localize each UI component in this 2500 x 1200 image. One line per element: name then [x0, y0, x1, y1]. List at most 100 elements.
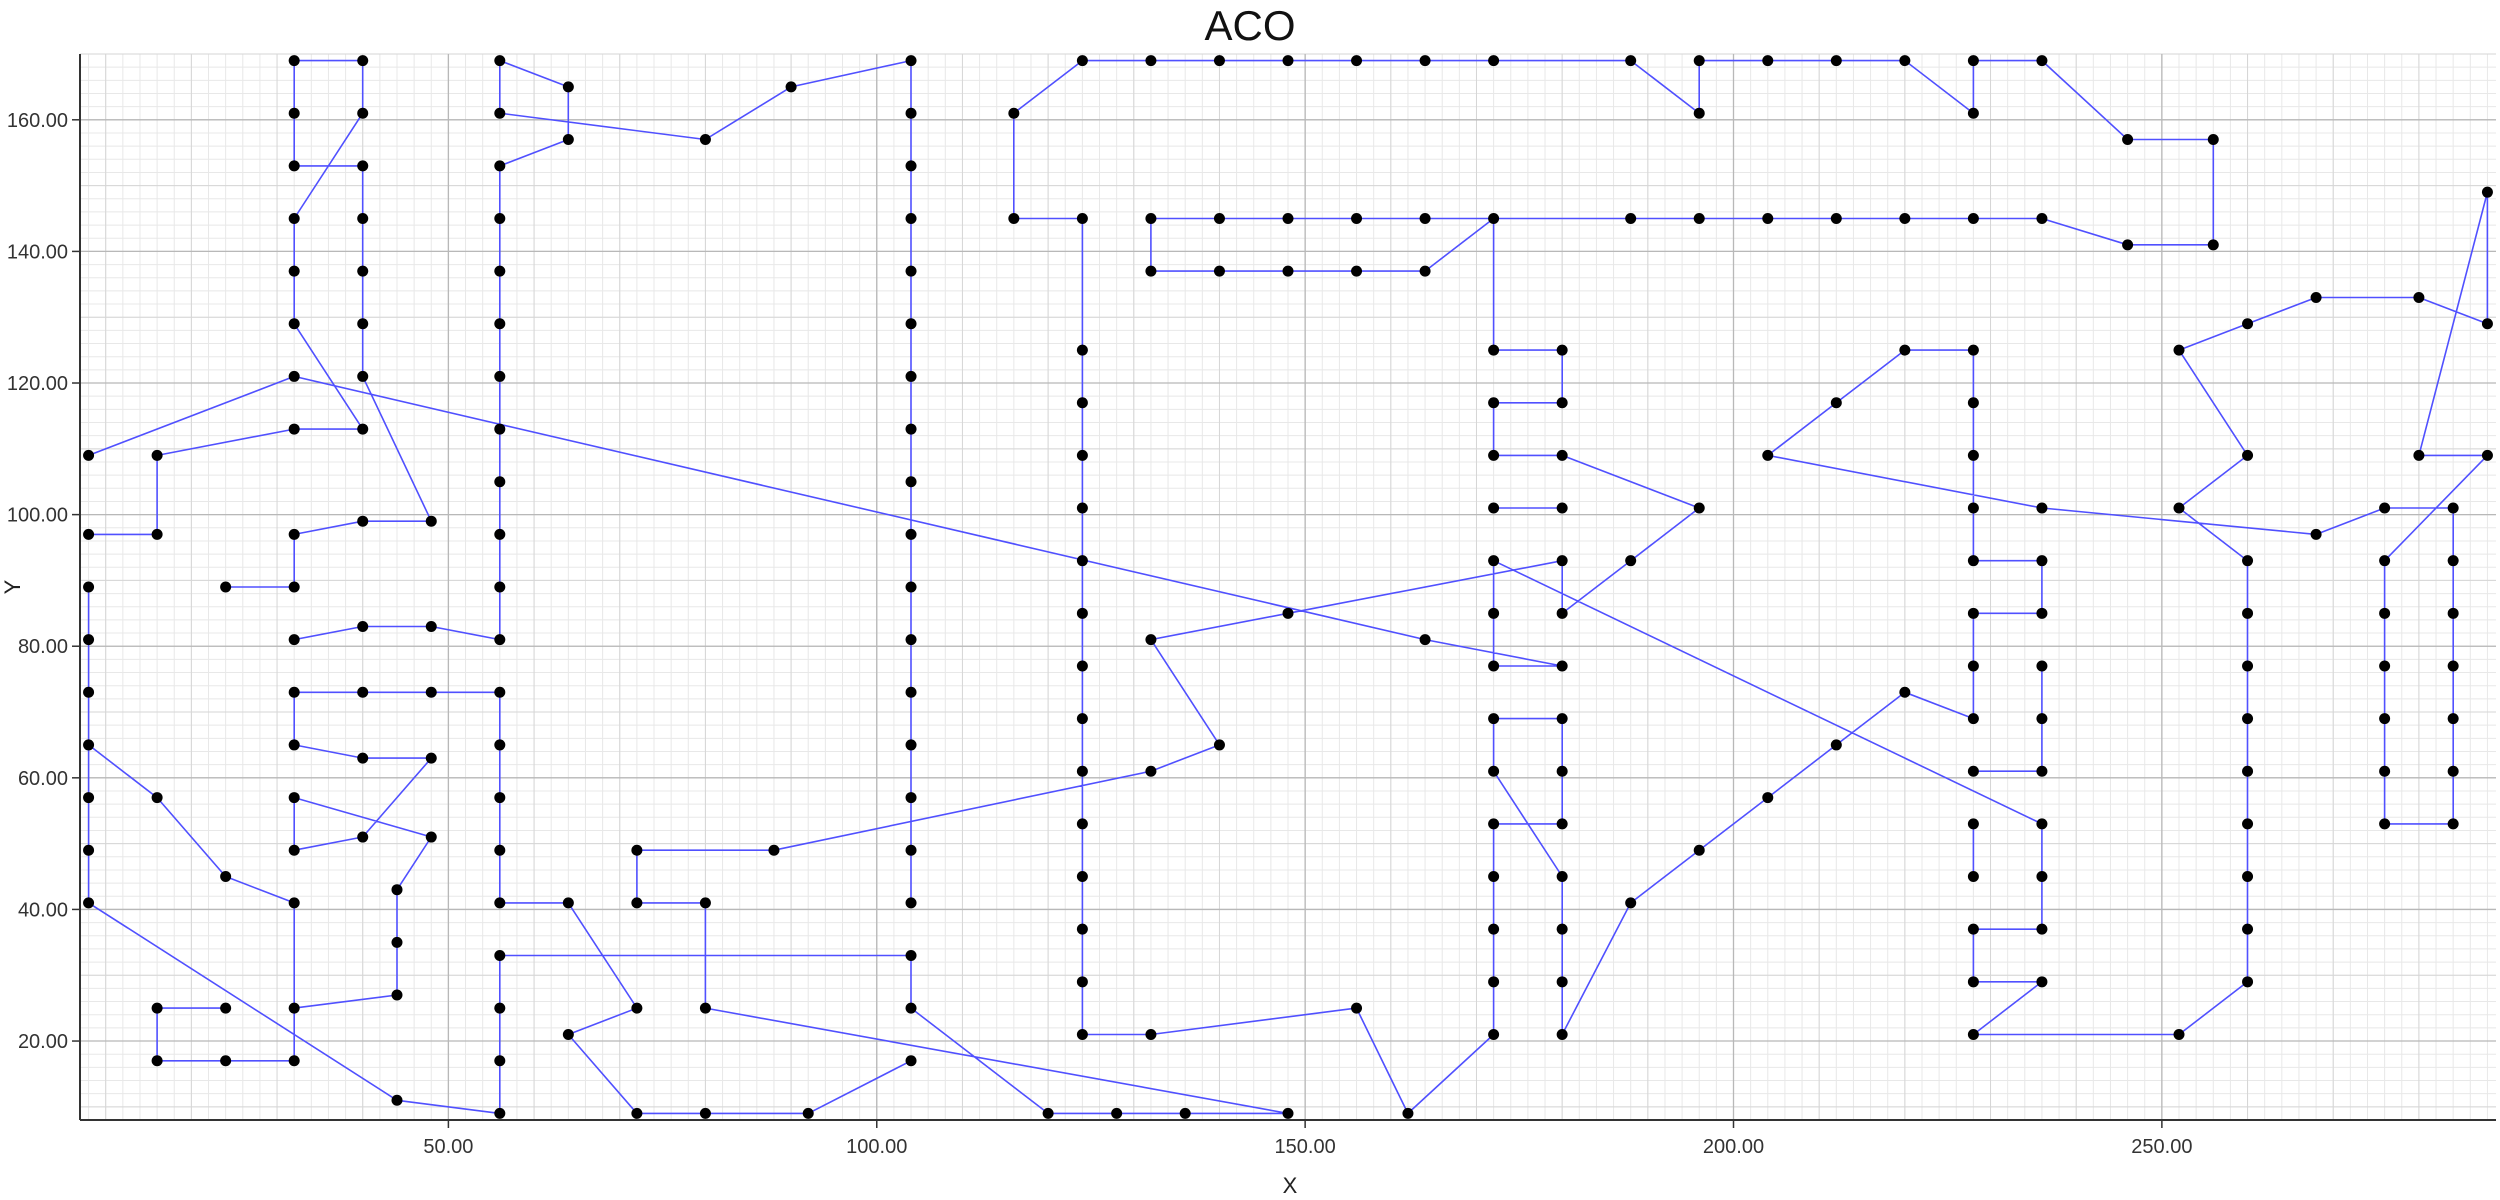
- node-point: [2036, 213, 2048, 225]
- node-point: [1556, 449, 1568, 461]
- node-point: [1625, 213, 1637, 225]
- node-point: [1899, 344, 1911, 356]
- node-point: [1967, 923, 1979, 935]
- node-point: [2122, 239, 2134, 251]
- node-point: [288, 370, 300, 382]
- node-point: [151, 1055, 163, 1067]
- node-point: [1351, 1002, 1363, 1014]
- node-point: [83, 528, 95, 540]
- node-point: [425, 752, 437, 764]
- node-point: [357, 318, 369, 330]
- node-point: [1145, 213, 1157, 225]
- node-point: [785, 81, 797, 93]
- node-point: [2036, 555, 2048, 567]
- node-point: [1213, 55, 1225, 67]
- node-point: [494, 528, 506, 540]
- node-point: [1419, 634, 1431, 646]
- node-point: [83, 739, 95, 751]
- node-point: [288, 792, 300, 804]
- node-point: [1556, 1028, 1568, 1040]
- node-point: [1488, 713, 1500, 725]
- node-point: [83, 792, 95, 804]
- node-point: [1351, 55, 1363, 67]
- node-point: [1351, 213, 1363, 225]
- node-point: [1693, 213, 1705, 225]
- node-point: [2481, 449, 2493, 461]
- node-point: [494, 792, 506, 804]
- node-point: [1351, 265, 1363, 277]
- node-point: [631, 897, 643, 909]
- node-point: [425, 686, 437, 698]
- x-axis-title: X: [1283, 1173, 1298, 1198]
- x-tick-label: 250.00: [2131, 1136, 2192, 1158]
- y-tick-label: 120.00: [7, 373, 68, 395]
- node-point: [905, 739, 917, 751]
- node-point: [357, 620, 369, 632]
- node-point: [357, 213, 369, 225]
- node-point: [905, 581, 917, 593]
- node-point: [2036, 923, 2048, 935]
- node-point: [494, 318, 506, 330]
- node-point: [1282, 55, 1294, 67]
- node-point: [2310, 291, 2322, 303]
- node-point: [2036, 976, 2048, 988]
- node-point: [357, 752, 369, 764]
- node-point: [905, 318, 917, 330]
- node-point: [631, 1002, 643, 1014]
- node-point: [2413, 449, 2425, 461]
- node-point: [1625, 897, 1637, 909]
- node-point: [1145, 265, 1157, 277]
- node-point: [699, 1002, 711, 1014]
- node-point: [2242, 660, 2254, 672]
- node-point: [151, 528, 163, 540]
- node-point: [2379, 502, 2391, 514]
- node-point: [1488, 607, 1500, 619]
- node-point: [1830, 739, 1842, 751]
- y-tick-label: 60.00: [18, 768, 68, 790]
- node-point: [905, 686, 917, 698]
- node-point: [357, 55, 369, 67]
- node-point: [1488, 555, 1500, 567]
- node-point: [1762, 792, 1774, 804]
- node-point: [1625, 555, 1637, 567]
- node-point: [1213, 739, 1225, 751]
- node-point: [1967, 871, 1979, 883]
- y-tick-label: 80.00: [18, 636, 68, 658]
- node-point: [1556, 976, 1568, 988]
- node-point: [2447, 607, 2459, 619]
- x-tick-label: 100.00: [846, 1136, 907, 1158]
- node-point: [2379, 660, 2391, 672]
- node-point: [1111, 1107, 1123, 1119]
- node-point: [494, 1107, 506, 1119]
- node-point: [2173, 344, 2185, 356]
- node-point: [1556, 818, 1568, 830]
- node-point: [2413, 291, 2425, 303]
- y-axis-title: Y: [0, 579, 25, 594]
- node-point: [1076, 765, 1088, 777]
- node-point: [494, 476, 506, 488]
- node-point: [2207, 134, 2219, 146]
- node-point: [2242, 318, 2254, 330]
- node-point: [357, 686, 369, 698]
- node-point: [494, 634, 506, 646]
- node-point: [494, 423, 506, 435]
- node-point: [2242, 818, 2254, 830]
- node-point: [357, 423, 369, 435]
- node-point: [83, 897, 95, 909]
- node-point: [1899, 55, 1911, 67]
- axes-layer: 50.00 100.00 150.00 200.00 250.00 20.00 40.00 6…: [7, 54, 2496, 1158]
- node-point: [288, 318, 300, 330]
- node-point: [1488, 976, 1500, 988]
- node-point: [768, 844, 780, 856]
- node-point: [1042, 1107, 1054, 1119]
- node-point: [2036, 55, 2048, 67]
- node-point: [425, 515, 437, 527]
- node-point: [1179, 1107, 1191, 1119]
- node-point: [220, 1002, 232, 1014]
- node-point: [1556, 555, 1568, 567]
- node-point: [1556, 607, 1568, 619]
- node-point: [2036, 607, 2048, 619]
- node-point: [1967, 502, 1979, 514]
- node-point: [1967, 213, 1979, 225]
- node-point: [1488, 213, 1500, 225]
